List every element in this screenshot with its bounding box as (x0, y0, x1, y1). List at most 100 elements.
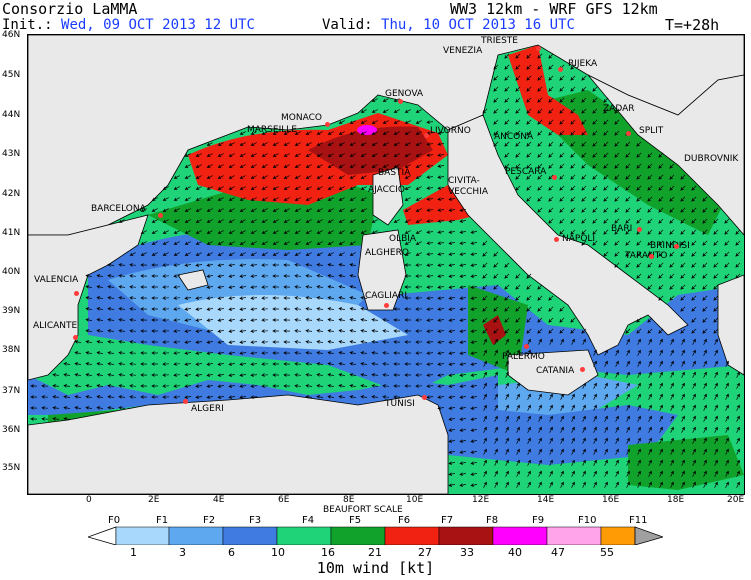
wind-arrow (316, 252, 323, 256)
wind-arrow (173, 186, 180, 190)
wind-arrow (162, 252, 169, 256)
wind-arrow (118, 340, 126, 344)
wind-arrow (659, 448, 663, 455)
wind-arrow (582, 338, 586, 345)
wind-arrow (316, 230, 323, 234)
city-marker (158, 213, 163, 218)
wind-arrow (559, 207, 565, 213)
wind-arrow (669, 284, 675, 290)
wind-arrow (713, 218, 719, 224)
city-label-catania: CATANIA (536, 366, 575, 376)
wind-arrow (636, 262, 642, 268)
wind-arrow (250, 131, 257, 135)
wind-arrow (272, 186, 279, 190)
wind-arrow (272, 362, 279, 366)
wind-arrow (559, 86, 565, 92)
wind-arrow (537, 306, 543, 312)
wind-arrow (691, 328, 697, 334)
wind-arrow (680, 328, 686, 334)
wind-arrow (703, 437, 707, 444)
wind-arrow (217, 153, 224, 157)
wind-arrow (261, 373, 269, 377)
wind-arrow (437, 197, 445, 201)
wind-arrow (637, 481, 641, 488)
city-label-tunisi: TUNISI (385, 399, 415, 409)
wind-arrow (505, 415, 509, 422)
wind-arrow (736, 382, 740, 389)
wind-arrow (360, 318, 368, 322)
wind-map[interactable]: TRIESTE VENEZIA RIJEKA GENOVA MONACO MAR… (27, 34, 745, 495)
wind-arrow (107, 340, 115, 344)
land-balearic (177, 269, 209, 291)
wind-arrow (338, 263, 345, 267)
wind-arrow (459, 428, 466, 432)
wind-arrow (603, 97, 609, 103)
wind-arrow (85, 329, 92, 333)
wind-arrow (195, 219, 202, 223)
wind-arrow (515, 295, 521, 301)
wind-arrow (239, 318, 247, 322)
wind-arrow (614, 240, 620, 246)
wind-arrow (470, 340, 477, 344)
wind-arrow (448, 329, 455, 333)
wind-arrow (272, 208, 279, 212)
wind-arrow (538, 426, 542, 433)
wind-arrow (515, 75, 521, 81)
wind-arrow (250, 197, 257, 201)
wind-arrow (316, 318, 324, 322)
org-title: Consorzio LaMMA (2, 0, 138, 18)
wind-arrow (30, 417, 38, 421)
wind-arrow (338, 362, 345, 366)
wind-arrow (470, 274, 477, 278)
wind-arrow (570, 196, 576, 202)
wind-arrow (261, 285, 269, 289)
wind-arrow (459, 219, 466, 223)
wind-arrow (448, 384, 455, 388)
city-label-napoli: NAPOLI (562, 234, 596, 244)
wind-arrow (239, 329, 247, 333)
city-label-bari: BARI (611, 224, 633, 234)
wind-arrow (549, 437, 553, 444)
wind-arrow (526, 97, 532, 103)
init-label: Init.: (2, 17, 53, 33)
wind-arrow (470, 329, 477, 333)
wind-arrow (725, 448, 729, 455)
wind-arrow (261, 208, 268, 212)
wind-arrow (603, 108, 609, 114)
init-row: Init.: Wed, 09 OCT 2013 12 UTC (2, 17, 255, 33)
legend-bar (86, 526, 665, 546)
wind-arrow (426, 208, 434, 212)
wind-arrow (615, 360, 619, 367)
city-marker (73, 335, 78, 340)
wind-arrow (448, 461, 455, 465)
wind-arrow (316, 340, 324, 344)
wind-arrow (173, 318, 181, 322)
wind-arrow (549, 470, 553, 477)
wind-arrow (426, 318, 434, 322)
wind-arrow (360, 153, 367, 157)
wind-arrow (448, 450, 455, 454)
wind-arrow (382, 351, 390, 355)
wind-arrow (283, 164, 290, 168)
wind-arrow (448, 263, 455, 267)
land-italy (447, 114, 689, 356)
lon-tick: 6E (278, 495, 290, 505)
wind-arrow (516, 470, 520, 477)
wind-arrow (516, 437, 520, 444)
wind-arrow (526, 273, 532, 279)
wind-arrow (74, 373, 81, 377)
wind-arrow (735, 251, 741, 257)
wind-arrow (691, 196, 697, 202)
wind-arrow (548, 75, 554, 81)
wind-arrow (724, 273, 730, 279)
wind-arrow (294, 263, 302, 267)
wind-arrow (239, 274, 247, 278)
wind-arrow (294, 373, 302, 377)
wind-arrow (195, 307, 203, 311)
wind-arrow (504, 119, 510, 125)
wind-arrow (140, 285, 148, 289)
wind-arrow (239, 263, 247, 267)
wind-arrow (261, 384, 269, 388)
wind-arrow (636, 240, 642, 246)
wind-arrow (129, 351, 137, 355)
